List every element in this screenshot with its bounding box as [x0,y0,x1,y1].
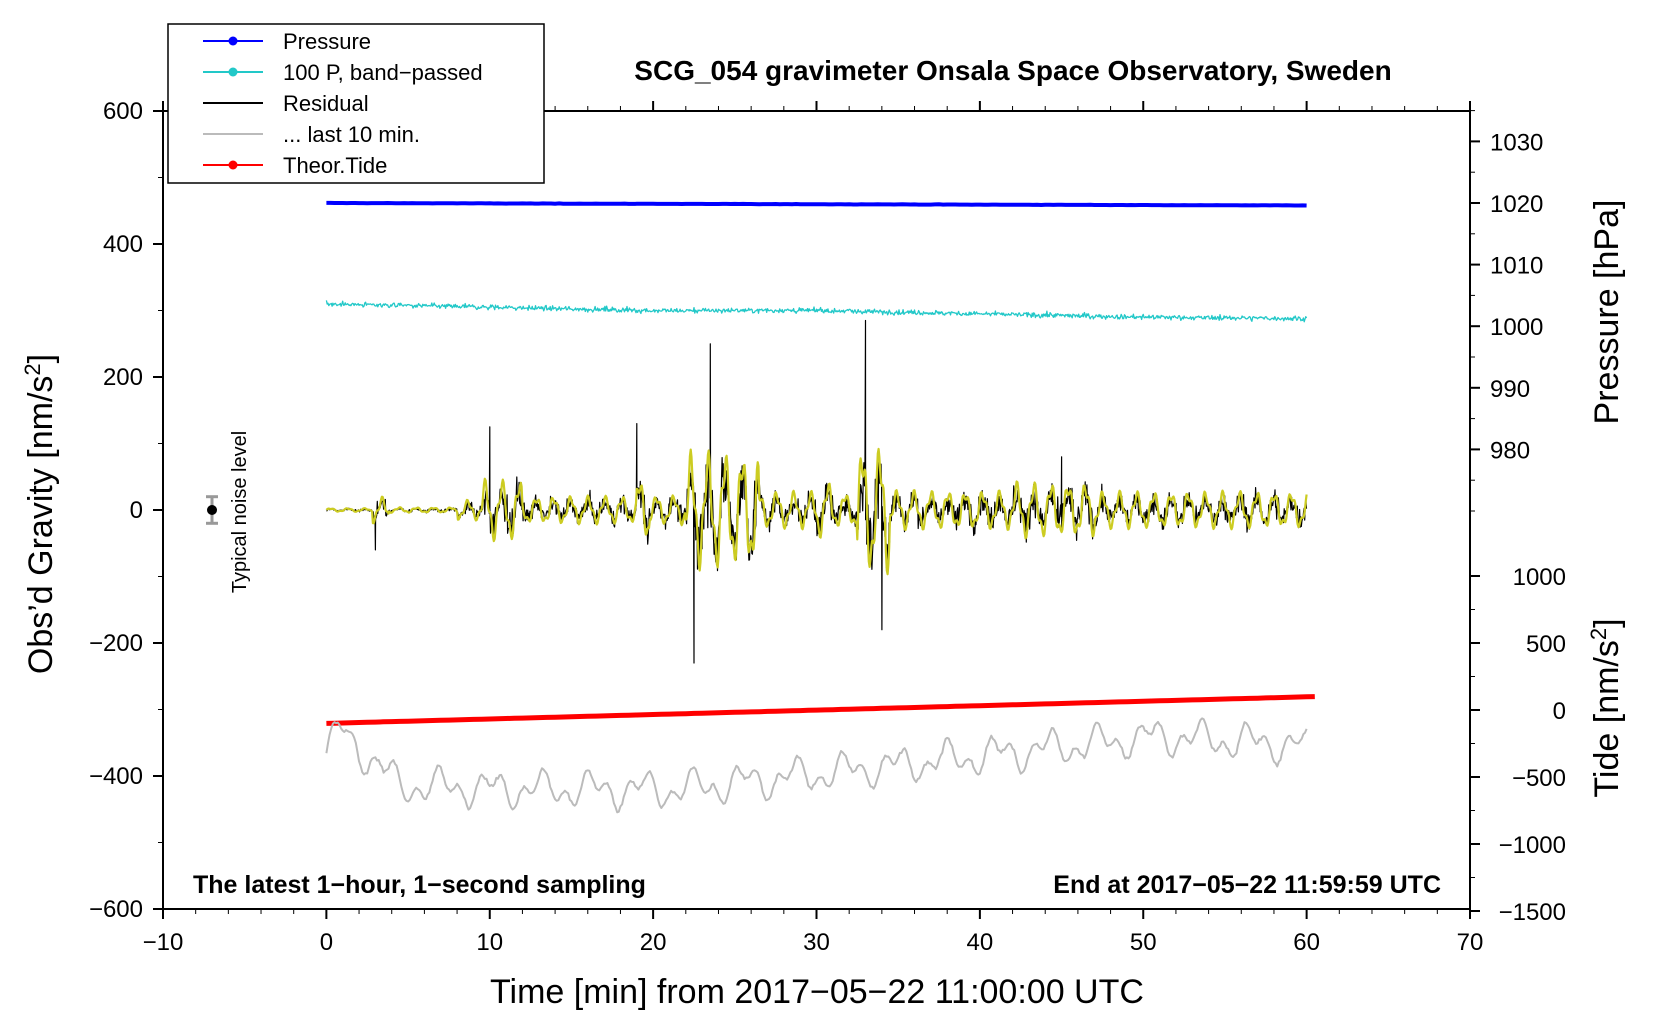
legend-marker [228,36,238,46]
x-tick-label: 50 [1130,929,1157,956]
y-tick-label-left: 600 [103,98,143,125]
pressure-tick-label: 1020 [1490,191,1543,218]
series-filtered-residual [325,447,1308,576]
plot-frame [162,110,1471,910]
pressure-tick-label: 1000 [1490,314,1543,341]
tide-tick-label: 0 [1553,698,1566,725]
legend-marker [228,160,238,170]
series-last-10-min [325,717,1308,814]
pressure-tick-label: 980 [1490,437,1530,464]
x-tick-label: 70 [1457,929,1484,956]
y-axis-title-tide: Tide [nm/s2] [1586,618,1627,797]
bottom-left-note: The latest 1−hour, 1−second sampling [193,871,646,899]
axis-ticks [153,101,1480,919]
x-tick-label: 60 [1293,929,1320,956]
tide-tick-label: 1000 [1513,564,1566,591]
tick-labels: −10 0 10 20 30 40 50 60 70−600−400−2000200400600… [89,98,1566,956]
x-tick-label: 20 [640,929,667,956]
x-tick-label: 30 [803,929,830,956]
legend-label: Theor.Tide [283,153,387,178]
y-tick-label-left: 400 [103,231,143,258]
x-tick-label: 40 [967,929,994,956]
noise-point [207,505,218,515]
tide-tick-label: 500 [1526,631,1566,658]
y-tick-label-left: 0 [130,497,143,524]
series-bandpassed-pressure [325,300,1308,323]
legend-label: Pressure [283,29,371,54]
y-axis-title-pressure: Pressure [hPa] [1588,200,1626,425]
tide-tick-label: −1000 [1499,832,1566,859]
noise-label: Typical noise level [229,431,251,593]
legend-label: ... last 10 min. [283,122,420,147]
legend-marker [228,67,238,77]
y-tick-label-left: 200 [103,364,143,391]
x-tick-label: 10 [476,929,503,956]
x-axis-title: Time [min] from 2017−05−22 11:00:00 UTC [490,973,1144,1011]
y-tick-label-left: −600 [89,896,143,923]
legend-label: Residual [283,91,369,116]
legend-label: 100 P, band−passed [283,60,483,85]
chart-title: SCG_054 gravimeter Onsala Space Observat… [634,55,1391,86]
legend: Pressure 100 P, band−passed Residual ... la… [167,23,545,184]
series-theoretical-tide [326,694,1315,726]
legend-items: Pressure 100 P, band−passed Residual ... la… [203,29,483,178]
series-pressure [326,200,1307,208]
y-tick-label-left: −400 [89,763,143,790]
noise-indicator: Typical noise level [206,431,251,593]
y-tick-label-left: −200 [89,630,143,657]
x-tick-label: −10 [143,929,184,956]
pressure-tick-label: 990 [1490,376,1530,403]
tide-tick-label: −1500 [1499,899,1566,926]
y-axis-title-left: Obs’d Gravity [nm/s2] [20,354,61,674]
data-series [325,200,1315,814]
bottom-right-note: End at 2017−05−22 11:59:59 UTC [1053,871,1441,899]
pressure-tick-label: 1010 [1490,253,1543,280]
tide-tick-label: −500 [1512,765,1566,792]
x-tick-label: 0 [320,929,333,956]
pressure-tick-label: 1030 [1490,129,1543,156]
